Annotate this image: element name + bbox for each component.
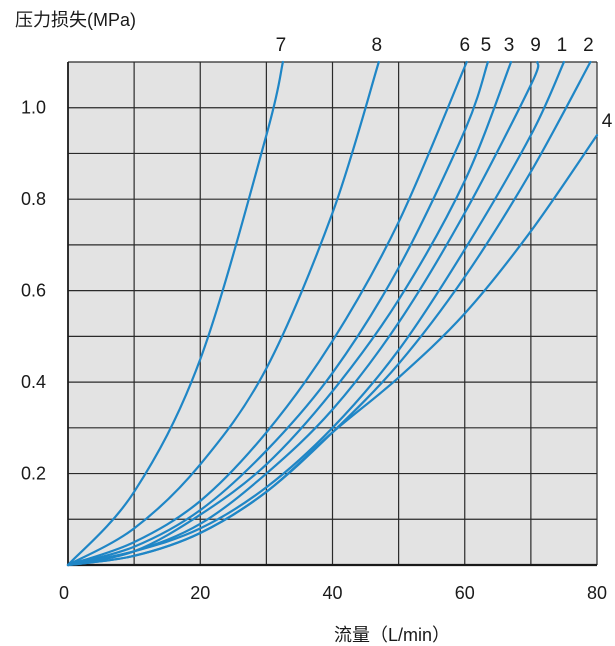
- series-line-8: [66, 60, 380, 567]
- series-line-6: [66, 60, 468, 567]
- series-label-9: 9: [530, 35, 541, 56]
- series-label-5: 5: [481, 35, 492, 56]
- y-tick-label: 0.6: [21, 281, 46, 301]
- y-tick-label: 0.4: [21, 372, 46, 392]
- y-tick-label: 0.2: [21, 464, 46, 484]
- x-tick-label: 20: [190, 583, 210, 603]
- series-label-2: 2: [583, 35, 594, 56]
- series-label-3: 3: [504, 35, 515, 56]
- series-label-4: 4: [602, 111, 613, 132]
- series-label-8: 8: [371, 35, 382, 56]
- y-tick-label: 0.8: [21, 189, 46, 209]
- x-tick-label: 80: [587, 583, 607, 603]
- series-line-5: [66, 60, 489, 567]
- x-axis-title: 流量（L/min）: [334, 625, 450, 645]
- series-line-3: [66, 60, 513, 567]
- x-tick-label: 0: [59, 583, 69, 603]
- series-label-6: 6: [459, 35, 470, 56]
- x-tick-label: 40: [322, 583, 342, 603]
- series-line-4: [66, 134, 599, 567]
- series-label-1: 1: [557, 35, 568, 56]
- series-line-1: [66, 60, 566, 567]
- y-tick-label: 1.0: [21, 98, 46, 118]
- series-line-7: [66, 60, 285, 567]
- series-label-7: 7: [276, 35, 287, 56]
- x-tick-label: 60: [455, 583, 475, 603]
- series-line-9: [66, 60, 540, 567]
- y-axis-title: 压力损失(MPa): [15, 10, 136, 30]
